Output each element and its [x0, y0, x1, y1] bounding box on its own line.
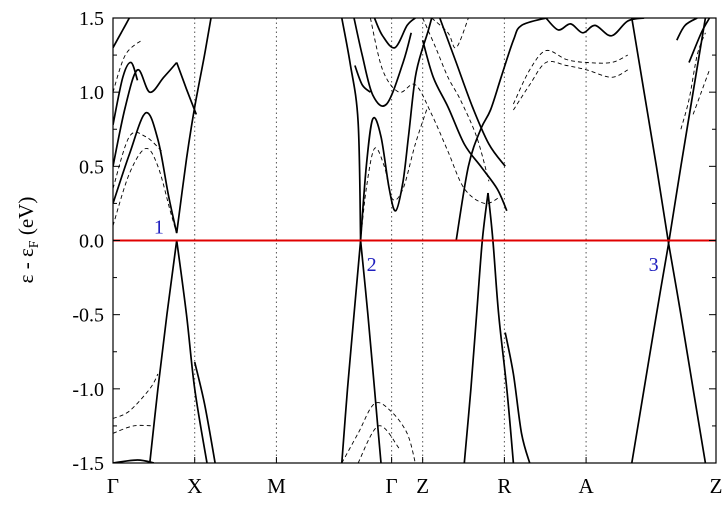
- band-line-dashed: [431, 18, 469, 49]
- band-line-solid: [113, 61, 139, 125]
- crossing-label: 1: [154, 217, 164, 239]
- y-axis-label-main: ε - ε: [14, 248, 38, 283]
- band-line-dashed: [512, 49, 628, 105]
- band-line-solid: [148, 240, 178, 463]
- band-line-solid: [463, 192, 489, 463]
- y-tick-label: -1.0: [72, 379, 104, 401]
- band-line-dashed: [369, 18, 502, 204]
- band-line-solid: [113, 18, 131, 49]
- band-curves: [113, 18, 711, 463]
- x-tick-label: R: [497, 474, 511, 498]
- y-axis-ticks: 1.5 1.0 0.5 0.0 -0.5 -1.0 -1.5: [72, 8, 716, 475]
- band-line-solid: [421, 39, 508, 212]
- crossing-label: 2: [367, 254, 377, 276]
- band-line-solid: [175, 62, 198, 115]
- band-line-solid: [175, 18, 212, 234]
- band-line-solid: [373, 18, 416, 49]
- band-line-solid: [504, 332, 531, 463]
- crossing-labels: 1 2 3: [154, 217, 659, 276]
- y-tick-label: 0.5: [79, 156, 104, 178]
- band-line-solid: [359, 47, 424, 241]
- y-tick-label: -0.5: [72, 305, 104, 327]
- band-line-solid: [113, 111, 178, 234]
- x-tick-label: Z: [416, 474, 429, 498]
- band-line-dashed: [113, 148, 178, 234]
- band-line-solid: [354, 65, 371, 93]
- band-line-solid: [439, 18, 506, 167]
- x-tick-label: Γ: [107, 474, 119, 498]
- band-line-solid: [113, 61, 178, 167]
- band-line-dashed: [113, 424, 154, 434]
- band-line-solid: [630, 243, 670, 463]
- band-line-dashed: [513, 60, 629, 111]
- band-line-solid: [545, 18, 645, 37]
- band-line-solid: [455, 18, 547, 241]
- crossing-label: 3: [649, 254, 659, 276]
- band-line-solid: [340, 240, 362, 463]
- band-line-solid: [688, 18, 711, 63]
- band-line-solid: [175, 240, 208, 463]
- y-tick-label: 0.0: [79, 231, 104, 253]
- band-line-dashed: [113, 131, 163, 189]
- y-tick-label: -1.5: [72, 453, 104, 475]
- band-line-dashed: [357, 425, 400, 463]
- y-axis-label-subscript: F: [27, 240, 42, 248]
- band-line-solid: [340, 18, 362, 241]
- y-axis-label-unit: (eV): [14, 197, 38, 241]
- y-tick-label: 1.0: [79, 82, 104, 104]
- band-line-solid: [359, 240, 382, 463]
- band-line-solid: [113, 459, 155, 463]
- band-line-solid: [487, 192, 515, 463]
- band-line-solid: [667, 243, 707, 463]
- band-line-dashed: [113, 373, 159, 419]
- band-line-dashed: [341, 402, 416, 463]
- x-tick-label: Z: [710, 474, 723, 498]
- band-line-solid: [193, 361, 216, 463]
- y-axis-label: ε - εF (eV): [14, 197, 42, 284]
- band-line-dashed: [360, 106, 429, 241]
- x-tick-label: M: [267, 474, 286, 498]
- band-line-solid: [630, 18, 670, 244]
- band-line-dashed: [113, 39, 142, 93]
- y-tick-label: 1.5: [79, 8, 104, 30]
- band-line-dashed: [692, 69, 710, 115]
- x-tick-label: A: [578, 474, 594, 498]
- band-line-solid: [667, 18, 707, 244]
- band-line-dashed: [680, 32, 706, 130]
- x-tick-label: Γ: [386, 474, 398, 498]
- band-line-dashed: [422, 18, 490, 182]
- x-tick-label: X: [187, 474, 202, 498]
- band-line-solid: [676, 18, 698, 41]
- band-line-solid: [353, 18, 413, 107]
